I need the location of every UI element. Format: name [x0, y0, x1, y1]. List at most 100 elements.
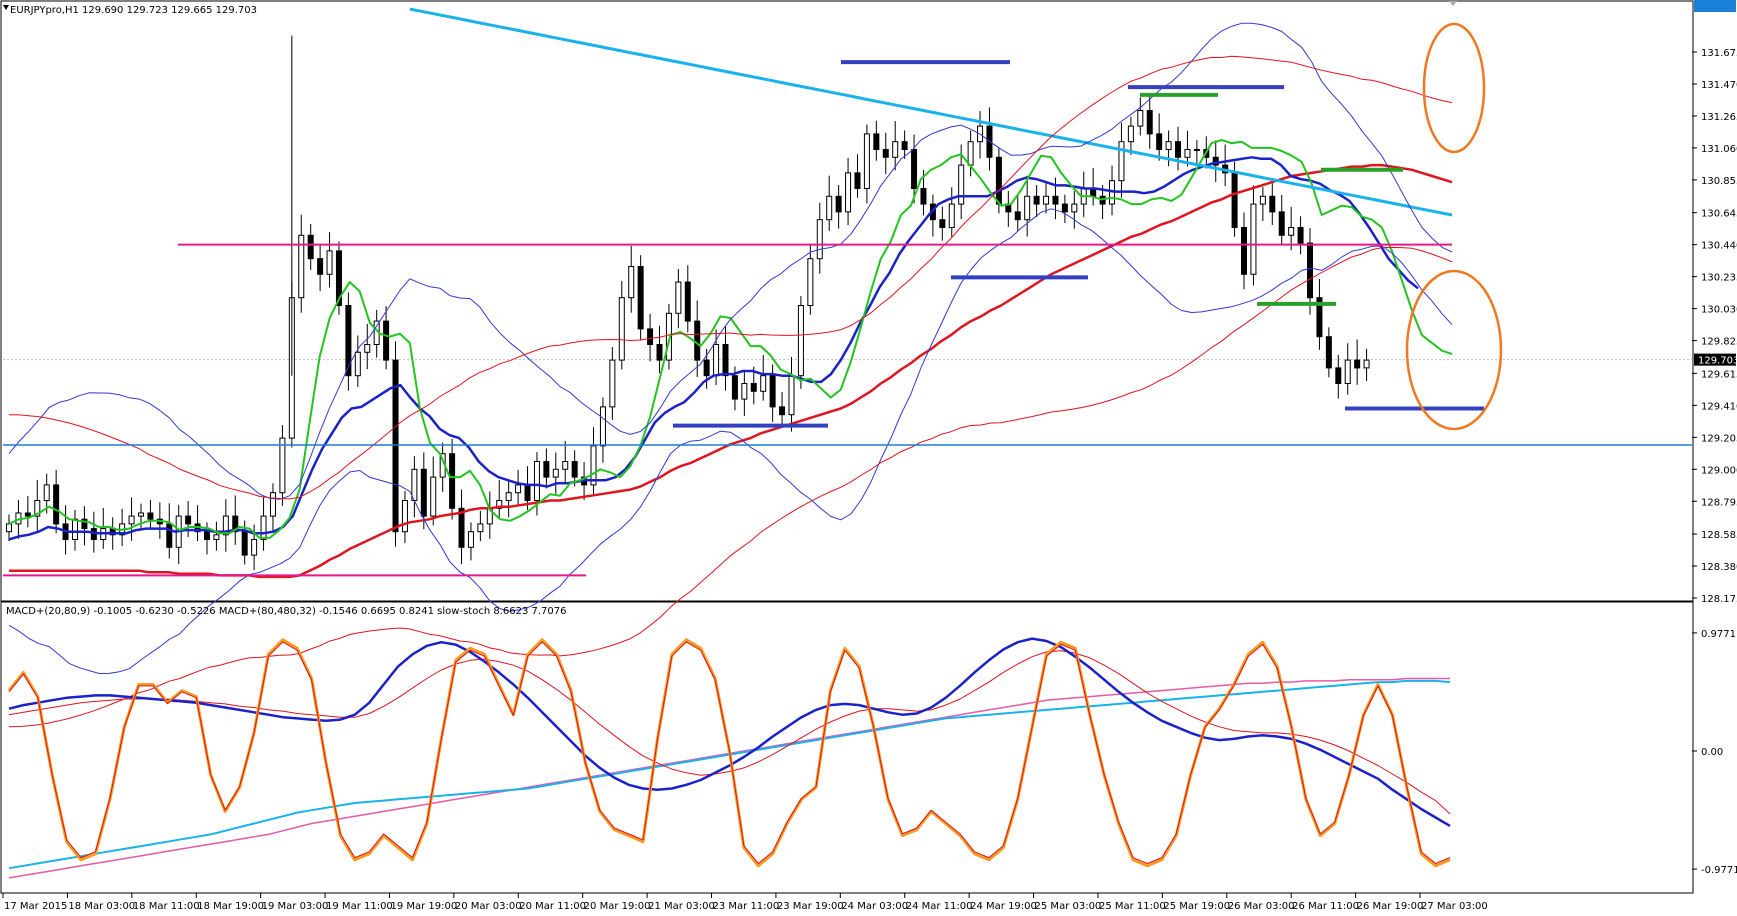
candle-body [383, 320, 390, 361]
x-tick-label: 20 Mar 03:00 [455, 901, 522, 912]
candle-body [1344, 359, 1351, 384]
candle-body [845, 172, 852, 213]
candle-body [1316, 297, 1323, 338]
candle-body [675, 281, 682, 314]
x-tick-label: 20 Mar 11:00 [519, 901, 586, 912]
candle-body [24, 512, 31, 517]
price-tick-label: 129.205 [1701, 433, 1737, 444]
price-tick-label: 130.030 [1701, 305, 1737, 316]
last-price-tag-text: 129.703 [1698, 356, 1737, 367]
candle-body [515, 484, 522, 494]
candle-body [1061, 203, 1068, 213]
candle-body [137, 512, 144, 517]
candle-body [618, 297, 625, 361]
price-tick-label: 128.175 [1701, 594, 1737, 605]
x-tick-label: 19 Mar 19:00 [390, 901, 457, 912]
candle-body [1118, 141, 1125, 182]
candle-body [1250, 203, 1257, 275]
envelope-lower-line [8, 246, 1453, 728]
candle-body [1241, 226, 1248, 275]
candle-body [684, 281, 691, 322]
candle-body [571, 460, 578, 478]
candle-body [703, 359, 710, 377]
candle-body [1212, 156, 1219, 166]
candle-body [335, 250, 342, 306]
menu-triangle-icon[interactable] [3, 5, 9, 10]
candle-body [1325, 336, 1332, 369]
candle-body [411, 468, 418, 501]
candle-body [269, 492, 276, 517]
x-tick-label: 24 Mar 19:00 [970, 901, 1037, 912]
candle-body [939, 219, 946, 228]
candle-body [317, 258, 324, 275]
x-tick-label: 26 Mar 03:00 [1228, 901, 1295, 912]
candle-body [81, 518, 88, 530]
candle-body [769, 375, 776, 408]
candle-body [430, 476, 437, 517]
candle-body [713, 343, 720, 377]
candle-body [1335, 367, 1342, 384]
candle-body [1231, 172, 1238, 228]
candle-body [731, 375, 738, 400]
highlight-circle [1422, 22, 1486, 154]
candle-body [637, 265, 644, 330]
candle-body [392, 359, 399, 533]
candle-body [647, 328, 654, 345]
candle-body [1269, 195, 1276, 213]
candle-body [477, 523, 484, 533]
indicator-tick-label: 0.9771 [1701, 629, 1736, 640]
candle-body [364, 343, 371, 353]
price-tick-label: 129.410 [1701, 401, 1737, 412]
candle-body [467, 531, 474, 548]
price-tick-label: 129.000 [1701, 465, 1737, 476]
x-tick-label: 23 Mar 11:00 [713, 901, 780, 912]
candle-body [609, 359, 616, 408]
candle-body [722, 343, 729, 377]
candle-body [213, 534, 220, 540]
candle-body [863, 133, 870, 189]
bollinger-upper-line [8, 22, 1453, 500]
candle-body [185, 515, 192, 525]
x-tick-label: 26 Mar 19:00 [1357, 901, 1424, 912]
candle-body [260, 515, 267, 540]
candle-body [562, 460, 569, 470]
price-tick-label: 129.615 [1701, 369, 1737, 380]
candle-body [1033, 195, 1040, 205]
candle-body [590, 445, 597, 486]
price-tick-label: 128.795 [1701, 497, 1737, 508]
candle-body [166, 523, 173, 548]
price-tick-label: 131.470 [1701, 80, 1737, 91]
candle-body [241, 531, 248, 556]
candle-body [449, 453, 456, 509]
candle-body [1043, 195, 1050, 205]
candle-body [43, 484, 50, 501]
candle-body [1297, 226, 1304, 244]
candle-body [882, 148, 889, 158]
last-price-tag [1694, 353, 1736, 366]
shift-marker-icon [1449, 1, 1457, 6]
candle-body [71, 518, 78, 540]
candle-body [533, 460, 540, 501]
candle-body [307, 234, 314, 260]
candle-body [1259, 195, 1266, 205]
candle-body [401, 499, 408, 533]
candle-body [901, 141, 908, 150]
blue-level-tag-text: 129.156 [1698, 0, 1737, 3]
x-tick-label: 18 Mar 19:00 [197, 901, 264, 912]
candle-body [995, 156, 1002, 205]
x-tick-label: 25 Mar 03:00 [1035, 901, 1102, 912]
candle-body [854, 172, 861, 189]
ma-blue-line [8, 156, 1419, 541]
x-tick-label: 17 Mar 2015 [4, 901, 67, 912]
candle-body [920, 187, 927, 205]
ma-cyan-line [409, 7, 1453, 217]
candle-body [298, 234, 305, 299]
x-tick-label: 19 Mar 11:00 [326, 901, 393, 912]
candle-body [958, 164, 965, 205]
x-tick-label: 27 Mar 03:00 [1421, 901, 1488, 912]
candle-body [232, 515, 239, 533]
x-tick-label: 24 Mar 11:00 [906, 901, 973, 912]
price-tick-label: 130.645 [1701, 209, 1737, 220]
x-tick-label: 19 Mar 03:00 [262, 901, 329, 912]
